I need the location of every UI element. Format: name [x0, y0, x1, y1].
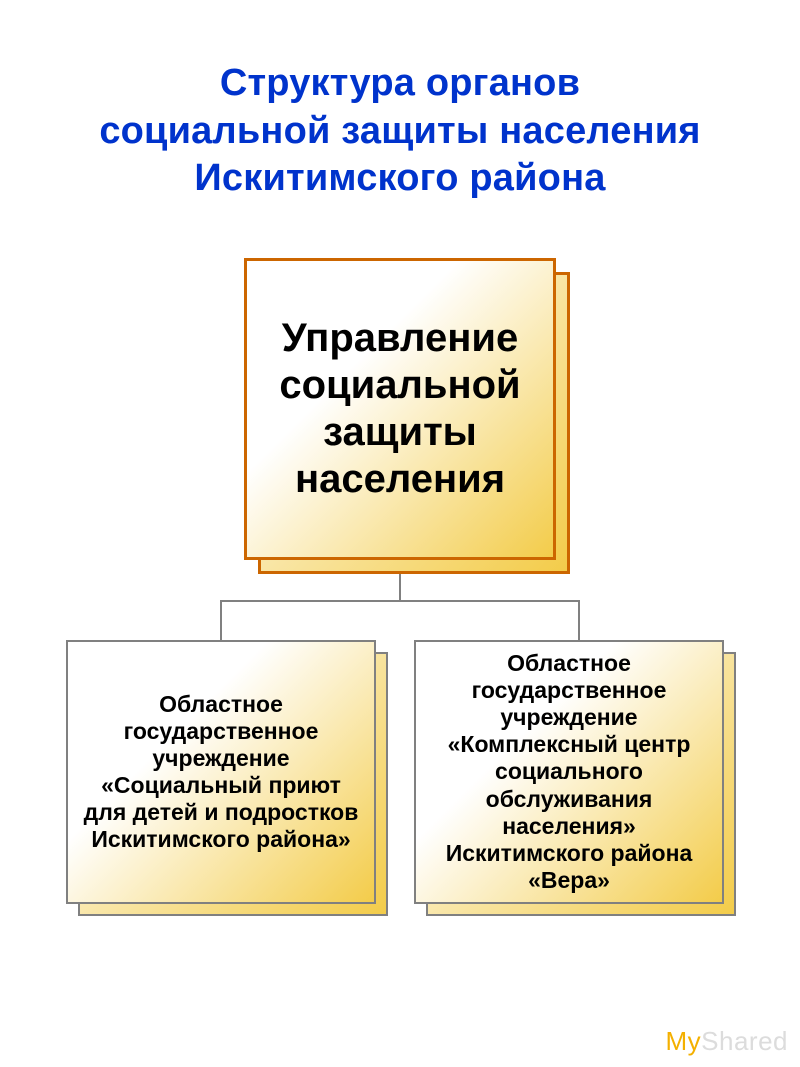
watermark: MyShared: [665, 1026, 788, 1057]
watermark-prefix: My: [665, 1026, 701, 1056]
title-line-2: социальной защиты населения: [99, 110, 700, 152]
connector: [578, 600, 580, 640]
connector: [220, 600, 580, 602]
title-line-3: Искитимского района: [194, 157, 605, 199]
org-node-root: Управление социальной защиты населения: [244, 258, 556, 560]
org-node-child_right: Областное государственное учреждение «Ко…: [414, 640, 724, 904]
connector: [220, 600, 222, 640]
org-node-box: Областное государственное учреждение «Ко…: [414, 640, 724, 904]
org-node-box: Областное государственное учреждение «Со…: [66, 640, 376, 904]
slide: Структура органов социальной защиты насе…: [0, 0, 800, 1067]
slide-title: Структура органов социальной защиты насе…: [0, 60, 800, 203]
watermark-rest: Shared: [701, 1026, 788, 1056]
org-node-box: Управление социальной защиты населения: [244, 258, 556, 560]
title-line-1: Структура органов: [220, 62, 580, 104]
org-node-child_left: Областное государственное учреждение «Со…: [66, 640, 376, 904]
